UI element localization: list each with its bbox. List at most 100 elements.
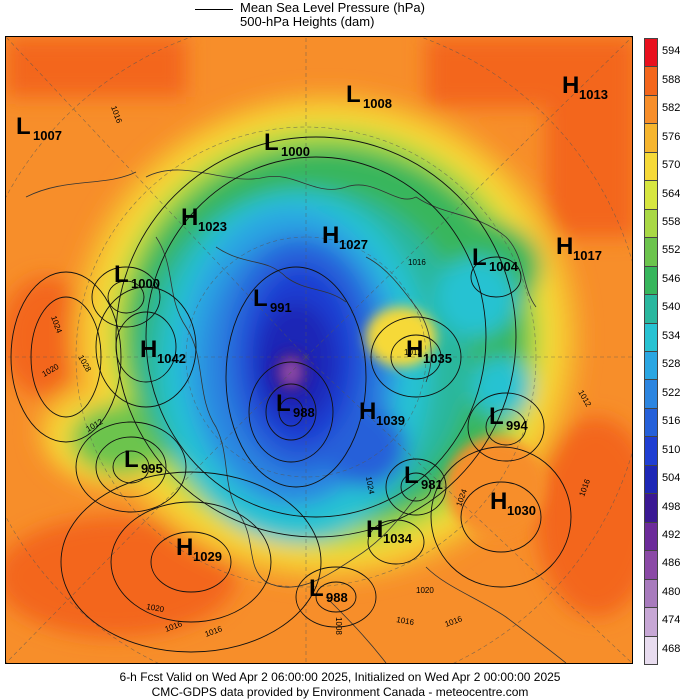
pressure-value: 1035 [423,351,452,366]
colorbar-label: 570 [662,159,680,172]
pressure-value: 1027 [339,237,368,252]
colorbar-swatch [644,521,658,552]
colorbar-label: 486 [662,557,680,570]
colorbar-swatch [644,436,658,466]
height-field [6,37,632,663]
colorbar-label: 534 [662,329,680,342]
colorbar-swatch [644,294,658,324]
colorbar-swatch [644,66,658,96]
colorbar-label: 468 [662,642,680,655]
isobar-value-label: 1008 [334,617,343,635]
high-pressure-label: H [556,233,573,260]
pressure-value: 994 [506,418,528,433]
isobars [10,136,572,653]
colorbar-label: 510 [662,443,680,456]
colorbar-swatch [644,351,658,381]
colorbar-swatch [644,237,658,267]
colorbar-label: 594 [662,45,680,58]
isobar-line-key [195,9,233,10]
colorbar-swatch [644,550,658,580]
colorbar-label: 552 [662,244,680,257]
colorbar-swatch [644,180,658,210]
high-pressure-label: H [359,398,376,425]
colorbar-label: 492 [662,528,680,541]
high-pressure-label: H [366,516,383,543]
colorbar-label: 582 [662,102,680,115]
pressure-value: 1017 [573,248,602,263]
colorbar-swatch [644,607,658,637]
low-pressure-label: L [253,285,268,312]
colorbar-label: 576 [662,130,680,143]
high-pressure-label: H [490,488,507,515]
colorbar-label: 540 [662,301,680,314]
colorbar-swatch [644,635,658,665]
colorbar-swatch [644,265,658,296]
colorbar-swatch [644,208,658,239]
legend-heights-label: 500-hPa Heights (dam) [240,14,375,29]
colorbar-label: 528 [662,358,680,371]
isobar-value-label: 1024 [364,476,376,496]
pressure-value: 1013 [579,87,608,102]
isobar-value-label: 1016 [408,258,426,267]
colorbar-swatch [644,493,658,523]
colorbar-swatch [644,38,658,68]
colorbar-swatch [644,578,658,609]
high-pressure-label: H [322,222,339,249]
pressure-value: 1034 [383,531,413,546]
colorbar-label: 588 [662,73,680,86]
colorbar-swatch [644,379,658,409]
colorbar-label: 504 [662,472,680,485]
low-pressure-label: L [276,390,291,417]
colorbar-label: 474 [662,614,680,627]
low-pressure-label: L [264,129,279,156]
pressure-value: 1004 [489,259,519,274]
colorbar-label: 546 [662,272,680,285]
colorbar-label: 558 [662,215,680,228]
low-pressure-label: L [472,244,487,271]
pressure-value: 1023 [198,219,227,234]
high-pressure-label: H [176,534,193,561]
colorbar-swatch [644,464,658,495]
pressure-value: 1042 [157,351,186,366]
coastlines [25,169,567,663]
pressure-value: 991 [270,300,292,315]
pressure-value: 988 [293,405,315,420]
colorbar-label: 522 [662,386,680,399]
low-pressure-label: L [114,261,129,288]
pressure-value: 1029 [193,549,222,564]
pressure-value: 1039 [376,413,405,428]
pressure-value: 1008 [363,96,392,111]
isobar-value-label: 1012 [404,348,422,357]
high-pressure-label: H [562,72,579,99]
high-pressure-label: H [406,336,423,363]
forecast-valid-text: 6-h Fcst Valid on Wed Apr 2 06:00:00 202… [119,670,561,684]
colorbar-swatch [644,322,658,352]
pressure-value: 1000 [131,276,160,291]
low-pressure-label: L [404,462,419,489]
colorbar-swatch [644,151,658,182]
low-pressure-label: L [489,403,504,430]
low-pressure-label: L [346,81,361,108]
colorbar-label: 516 [662,415,680,428]
colorbar-swatch [644,123,658,153]
pressure-value: 988 [326,590,348,605]
weather-map: 1016102410281020101210161024102010161020… [5,36,633,664]
pressure-value: 995 [141,461,163,476]
low-pressure-label: L [309,575,324,602]
colorbar-label: 564 [662,187,680,200]
low-pressure-label: L [124,446,139,473]
low-pressure-label: L [16,113,31,140]
height-colorbar [644,38,658,665]
pressure-value: 1030 [507,503,536,518]
isobar-value-label: 1020 [146,602,166,614]
high-pressure-label: H [140,336,157,363]
pressure-value: 1007 [33,128,62,143]
colorbar-label: 498 [662,500,680,513]
colorbar-swatch [644,407,658,438]
colorbar-swatch [644,94,658,125]
pressure-value: 1000 [281,144,310,159]
pressure-value: 981 [421,477,443,492]
colorbar-label: 480 [662,585,680,598]
isobar-value-label: 1020 [416,586,434,595]
